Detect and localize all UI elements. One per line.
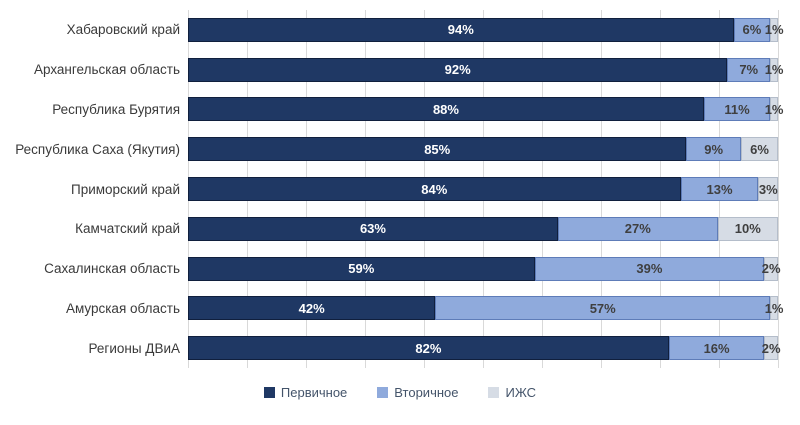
value-label: 3% (758, 181, 778, 197)
bar-row: 59% 39% 2% (188, 249, 781, 289)
value-label: 7% (739, 62, 759, 78)
value-label: 59% (348, 261, 375, 277)
value-label: 10% (734, 221, 761, 237)
segment-secondary: 11% (703, 97, 771, 122)
value-label: 63% (359, 221, 386, 237)
bar-row: 82% 16% 2% (188, 328, 781, 368)
legend-label: Вторичное (394, 385, 459, 400)
stacked-bar: 94% 6% 1% (188, 17, 784, 42)
legend: Первичное Вторичное ИЖС (0, 385, 800, 400)
stacked-bar: 82% 16% 2% (188, 336, 781, 361)
legend-label: Первичное (280, 385, 348, 400)
value-label: 92% (444, 62, 471, 78)
segment-secondary: 9% (686, 137, 741, 162)
segment-izhs: 1% (765, 17, 784, 42)
segment-primary: 85% (188, 137, 687, 162)
value-label: 9% (704, 141, 724, 157)
bar-row: 88% 11% 1% (188, 90, 783, 130)
legend-label: ИЖС (505, 385, 537, 400)
value-label: 85% (424, 141, 451, 157)
legend-swatch-icon (488, 387, 500, 398)
value-label: 57% (589, 300, 616, 316)
stacked-bar: 63% 27% 10% (188, 216, 779, 241)
value-label: 84% (421, 181, 448, 197)
value-label: 39% (636, 261, 663, 277)
value-label: 27% (624, 221, 651, 237)
value-label: 42% (298, 300, 325, 316)
segment-primary: 42% (188, 296, 436, 321)
stacked-bar: 42% 57% 1% (188, 296, 783, 321)
segment-izhs: 10% (717, 216, 779, 241)
value-label: 88% (432, 101, 459, 117)
segment-secondary: 7% (727, 57, 771, 82)
value-label: 16% (703, 340, 730, 356)
segment-izhs: 2% (761, 336, 781, 361)
segment-primary: 92% (188, 57, 728, 82)
legend-swatch-icon (377, 387, 389, 398)
segment-secondary: 57% (435, 296, 771, 321)
segment-secondary: 16% (668, 336, 765, 361)
stacked-bar: 88% 11% 1% (188, 97, 783, 122)
legend-swatch-icon (263, 387, 275, 398)
category-label: Сахалинская область (44, 261, 180, 277)
legend-item: Первичное (263, 385, 348, 400)
segment-primary: 88% (188, 97, 704, 122)
segment-secondary: 27% (557, 216, 718, 241)
value-label: 2% (761, 340, 781, 356)
category-label: Хабаровский край (66, 22, 180, 38)
value-label: 6% (742, 22, 762, 38)
category-label: Камчатский край (75, 221, 180, 237)
category-label: Республика Бурятия (52, 101, 180, 117)
segment-izhs: 6% (740, 137, 779, 162)
segment-izhs: 1% (765, 97, 783, 122)
bar-row: 92% 7% 1% (188, 50, 783, 90)
bar-row: 63% 27% 10% (188, 209, 779, 249)
value-label: 11% (724, 101, 750, 117)
bar-row: 94% 6% 1% (188, 10, 784, 50)
segment-primary: 82% (188, 336, 669, 361)
bar-row: 84% 13% 3% (188, 169, 778, 209)
segment-primary: 59% (188, 256, 535, 281)
stacked-bar: 92% 7% 1% (188, 57, 783, 82)
segment-primary: 84% (188, 177, 681, 202)
bar-rows: 94% 6% 1% 92% 7% 1% 88% 11% 1% 85% 9% 6% 84% 13% 3% 63%… (188, 10, 784, 368)
segment-izhs: 1% (765, 296, 783, 321)
category-label: Архангельская область (33, 62, 180, 78)
value-label: 82% (415, 340, 442, 356)
plot-area: 94% 6% 1% 92% 7% 1% 88% 11% 1% 85% 9% 6% 84% 13% 3% 63%… (188, 10, 784, 368)
category-axis: Хабаровский край Архангельская область Рес… (0, 10, 180, 368)
value-label: 13% (706, 181, 733, 197)
stacked-bar: 85% 9% 6% (188, 137, 779, 162)
segment-primary: 63% (188, 216, 558, 241)
segment-secondary: 39% (534, 256, 765, 281)
bar-row: 85% 9% 6% (188, 129, 779, 169)
bar-row: 42% 57% 1% (188, 288, 783, 328)
segment-secondary: 6% (733, 17, 771, 42)
segment-izhs: 3% (758, 177, 778, 202)
segment-izhs: 2% (761, 256, 781, 281)
category-label: Амурская область (65, 300, 180, 316)
stacked-bar: 59% 39% 2% (188, 256, 781, 281)
value-label: 2% (761, 261, 781, 277)
category-label: Приморский край (70, 181, 180, 197)
value-label: 6% (750, 141, 769, 157)
category-label: Республика Саха (Якутия) (15, 141, 180, 157)
legend-item: Вторичное (377, 385, 458, 400)
gridline (778, 10, 779, 368)
segment-secondary: 13% (680, 177, 759, 202)
segment-izhs: 1% (765, 57, 783, 82)
stacked-bar: 84% 13% 3% (188, 177, 778, 202)
value-label: 94% (447, 22, 474, 38)
category-label: Регионы ДВиА (88, 340, 181, 356)
legend-item: ИЖС (488, 385, 536, 400)
segment-primary: 94% (188, 17, 734, 42)
